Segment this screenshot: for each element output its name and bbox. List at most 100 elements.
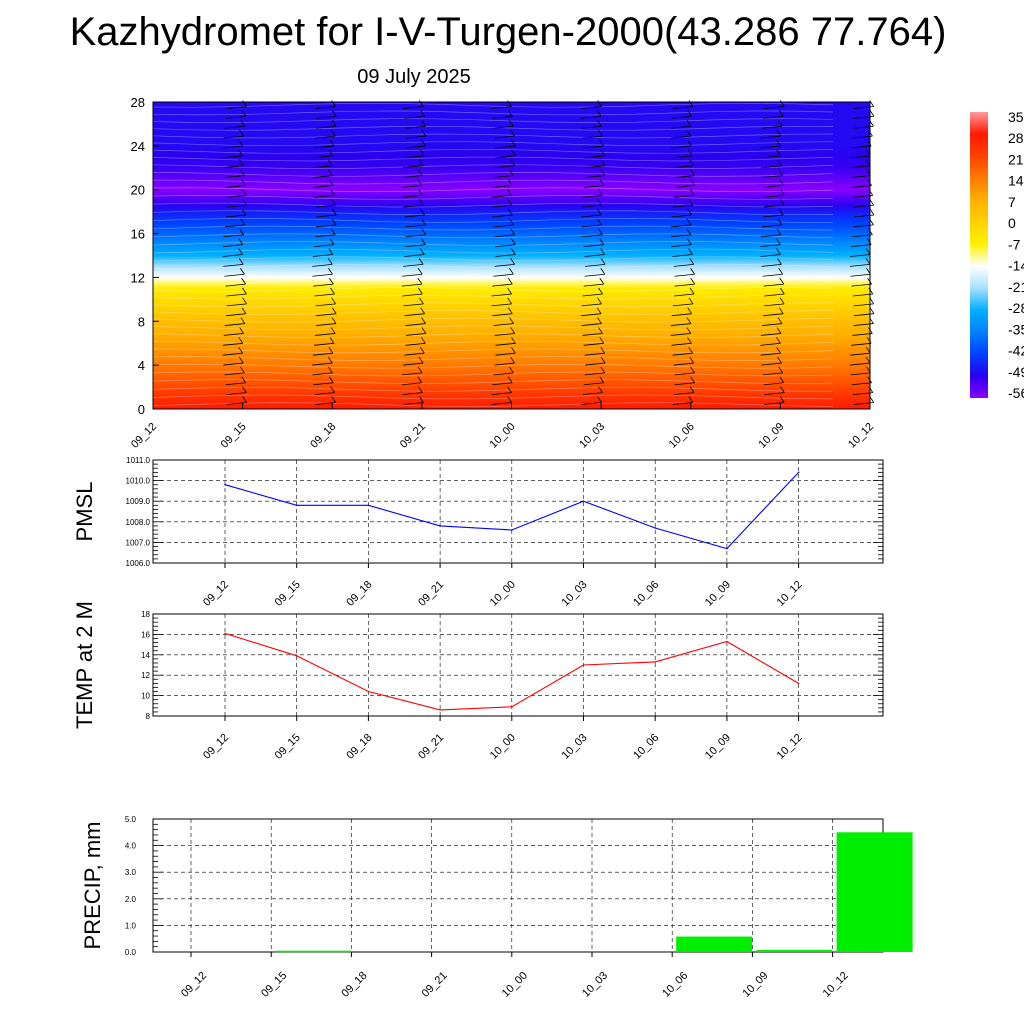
wind-barb	[405, 317, 426, 326]
wind-barb	[763, 179, 785, 188]
y-tick-label: 12	[131, 270, 145, 285]
wind-barb	[672, 297, 694, 307]
wind-barb	[315, 198, 336, 208]
wind-barb	[582, 327, 603, 336]
wind-barb	[223, 327, 244, 336]
colorbar-label: 21	[1008, 151, 1024, 167]
wind-barb	[671, 307, 693, 317]
wind-barb	[582, 189, 603, 198]
wind-barb	[315, 317, 337, 326]
wind-barb	[763, 307, 784, 317]
wind-barb	[581, 218, 602, 228]
contour-line	[152, 402, 834, 407]
contour-line	[152, 233, 834, 239]
wind-barb	[670, 228, 692, 238]
wind-barb	[403, 198, 424, 208]
y-tick-label: 14	[141, 651, 150, 660]
contour-line	[152, 317, 834, 323]
wind-barb	[224, 169, 245, 178]
x-tick-label: 10_03	[560, 579, 590, 609]
wind-barb	[671, 337, 692, 346]
wind-barbs	[222, 100, 875, 405]
wind-barb	[495, 337, 516, 346]
wind-barb	[316, 110, 337, 119]
plot-frame	[152, 613, 884, 717]
data-point	[367, 504, 370, 507]
x-tick-label: 09_12	[129, 421, 159, 451]
wind-barb	[670, 327, 692, 336]
wind-barb	[671, 238, 692, 248]
precip-bar	[836, 832, 913, 952]
y-tick-label: 0.0	[125, 948, 137, 957]
x-tick-label: 10_06	[631, 579, 661, 609]
wind-barb	[226, 297, 247, 307]
wind-barb	[314, 189, 335, 198]
wind-barb	[223, 356, 244, 366]
x-tick-label: 10_00	[500, 970, 530, 1000]
wind-barb	[405, 119, 426, 129]
x-tick-label: 09_18	[344, 732, 374, 762]
wind-barb	[312, 346, 334, 356]
wind-barb	[763, 376, 785, 386]
wind-barb	[495, 238, 516, 248]
wind-barb	[315, 100, 336, 109]
wind-barb	[495, 139, 516, 149]
wind-barb	[312, 248, 334, 257]
wind-barb	[226, 287, 247, 297]
contour-line	[152, 241, 834, 246]
wind-barb	[492, 307, 513, 317]
wind-barb	[316, 119, 337, 129]
wind-barb	[853, 208, 875, 218]
wind-barb	[670, 119, 692, 129]
wind-barb	[584, 149, 606, 159]
wind-barb	[581, 317, 602, 326]
wind-barb	[672, 149, 693, 159]
data-point	[367, 690, 370, 693]
wind-barb	[222, 149, 243, 159]
wind-barb	[224, 366, 245, 376]
x-tick-label: 09_18	[339, 970, 369, 1000]
contour-line	[152, 294, 834, 300]
contour-line	[152, 310, 834, 315]
wind-barb	[494, 258, 515, 267]
wind-barb	[226, 396, 247, 405]
x-tick-label: 09_21	[398, 421, 428, 451]
colorbar	[970, 112, 988, 398]
y-tick-label: 1008.0	[126, 518, 151, 527]
wind-barb	[763, 208, 784, 218]
wind-barb	[225, 179, 246, 188]
wind-barb	[402, 189, 423, 198]
wind-barb	[222, 337, 244, 346]
colorbar-label: -56	[1008, 385, 1024, 401]
contour-line	[152, 333, 834, 338]
x-tick-label: 10_12	[821, 970, 851, 1000]
wind-barb	[404, 149, 425, 159]
wind-barb	[760, 228, 782, 238]
y-tick-label: 1.0	[125, 921, 137, 930]
colorbar-label: -28	[1008, 300, 1024, 316]
wind-barb	[402, 268, 423, 277]
wind-barb	[760, 129, 782, 139]
wind-barb	[585, 356, 606, 366]
wind-barb	[493, 268, 514, 277]
data-point	[511, 706, 513, 708]
wind-barb	[494, 327, 516, 336]
wind-barb	[222, 248, 243, 257]
contour-line	[152, 156, 834, 162]
y-tick-label: 4	[138, 358, 145, 373]
wind-barb	[851, 238, 872, 248]
y-tick-label: 3.0	[125, 868, 137, 877]
wind-barb	[312, 258, 333, 267]
wind-barb	[674, 376, 696, 386]
wind-barb	[493, 317, 514, 326]
y-tick-label: 1006.0	[126, 559, 151, 568]
wind-barb	[670, 129, 692, 139]
y-tick-label: 2.0	[125, 895, 137, 904]
wind-barb	[316, 307, 337, 317]
wind-barb	[582, 386, 603, 396]
wind-barb	[402, 287, 423, 297]
contour-line	[152, 363, 834, 369]
wind-barb	[226, 198, 247, 208]
contour-line	[152, 218, 833, 223]
x-tick-label: 10_12	[775, 732, 805, 762]
